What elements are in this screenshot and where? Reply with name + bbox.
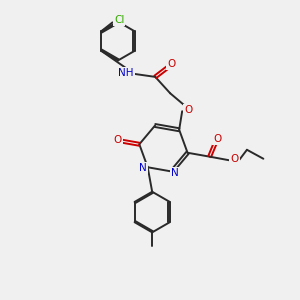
Text: N: N: [139, 163, 147, 173]
Text: Cl: Cl: [114, 15, 124, 25]
Text: NH: NH: [118, 68, 134, 78]
Text: O: O: [168, 59, 176, 69]
Text: O: O: [213, 134, 221, 144]
Text: N: N: [171, 168, 179, 178]
Text: O: O: [184, 105, 193, 115]
Text: O: O: [230, 154, 238, 164]
Text: O: O: [113, 135, 122, 146]
